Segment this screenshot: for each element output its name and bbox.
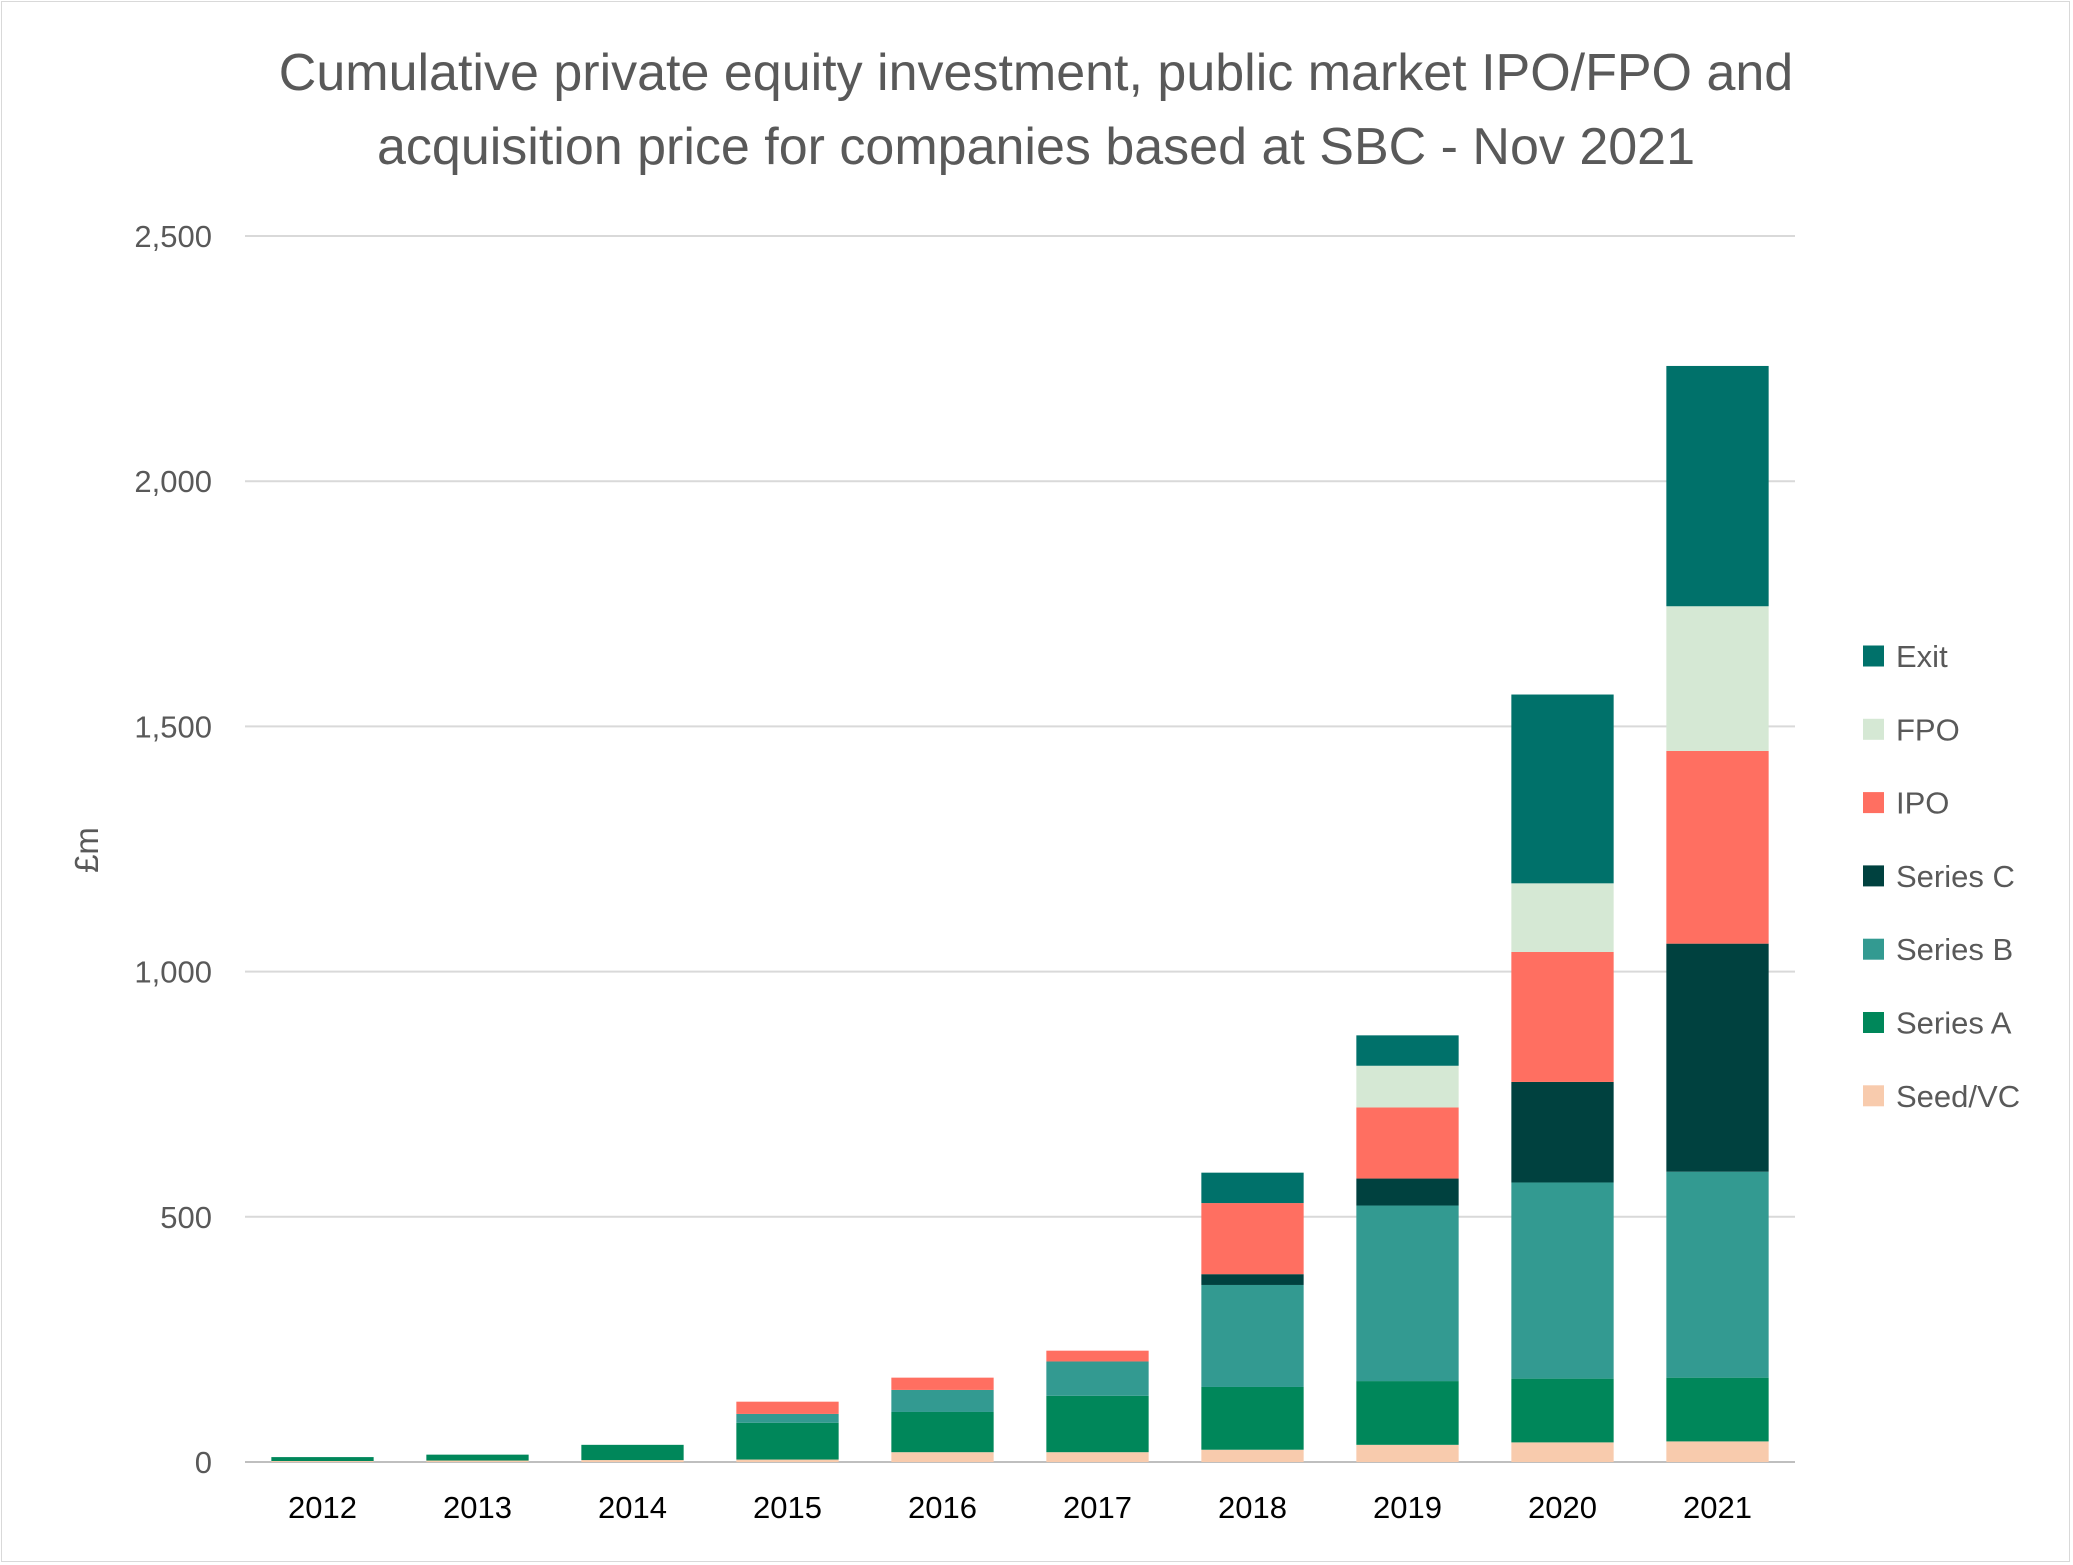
bar-2016-series-a (891, 1411, 994, 1453)
x-tick-label-2012: 2012 (288, 1490, 357, 1525)
legend-swatch-ipo (1863, 792, 1884, 814)
legend-label-seed-vc: Seed/VC (1896, 1079, 2020, 1114)
bar-2019-series-c (1356, 1178, 1459, 1206)
legend: Exit FPO IPO Series C Series B Series A Seed/V… (1863, 639, 2020, 1114)
legend-label-series-b: Series B (1896, 932, 2013, 967)
bar-2021-fpo (1666, 606, 1769, 751)
bar-2016-ipo (891, 1377, 994, 1390)
y-tick-label: 1,000 (134, 955, 212, 990)
bar-2021-series-a (1666, 1377, 1769, 1442)
bar-2021-ipo (1666, 750, 1769, 944)
chart-title-line-1: Cumulative private equity investment, pu… (279, 44, 1793, 102)
y-tick-label: 0 (195, 1445, 212, 1480)
bar-2013-seed-vc (426, 1460, 529, 1462)
bar-2020-series-a (1511, 1378, 1614, 1443)
bar-2019-series-a (1356, 1381, 1459, 1445)
legend-swatch-series-b (1863, 938, 1884, 960)
bar-2017-seed-vc (1046, 1452, 1149, 1462)
bar-2013-series-a (426, 1454, 529, 1461)
bar-2020-seed-vc (1511, 1442, 1614, 1462)
bar-2012-series-a (271, 1457, 374, 1462)
bar-2021-seed-vc (1666, 1441, 1769, 1462)
y-tick-label: 500 (160, 1200, 212, 1235)
legend-swatch-seed-vc (1863, 1085, 1884, 1107)
bar-2019-ipo (1356, 1107, 1459, 1179)
bar-2014-series-a (581, 1444, 684, 1461)
legend-label-fpo: FPO (1896, 712, 1960, 747)
bar-2018-exit (1201, 1172, 1304, 1204)
x-tick-label-2013: 2013 (443, 1490, 512, 1525)
bar-2019-seed-vc (1356, 1444, 1459, 1462)
x-tick-label-2017: 2017 (1063, 1490, 1132, 1525)
x-tick-label-2015: 2015 (753, 1490, 822, 1525)
bar-2020-series-c (1511, 1081, 1614, 1183)
legend-item-series-a: Series A (1863, 1006, 2012, 1041)
bar-2019-exit (1356, 1035, 1459, 1066)
bar-2015-ipo (736, 1401, 839, 1414)
legend-item-series-b: Series B (1863, 932, 2013, 967)
legend-swatch-series-a (1863, 1012, 1884, 1033)
bar-2017-series-a (1046, 1395, 1149, 1453)
bar-2021-series-b (1666, 1171, 1769, 1378)
bar-series (271, 365, 1769, 1462)
bar-2018-series-c (1201, 1274, 1304, 1285)
y-tick-label: 2,000 (134, 464, 212, 499)
x-tick-label-2020: 2020 (1528, 1490, 1597, 1525)
bar-2015-seed-vc (736, 1459, 839, 1462)
bar-2018-seed-vc (1201, 1449, 1304, 1462)
y-axis-ticks: 0 500 1,000 1,500 2,000 2,500 (134, 219, 212, 1480)
bar-2019-series-b (1356, 1205, 1459, 1382)
bar-2017-ipo (1046, 1350, 1149, 1362)
legend-item-series-c: Series C (1863, 859, 2015, 894)
legend-item-exit: Exit (1863, 639, 1948, 674)
bar-2020-exit (1511, 694, 1614, 884)
y-tick-label: 1,500 (134, 709, 212, 744)
x-axis-ticks: 2012 2013 2014 2015 2016 2017 2018 2019 2020 2021 (288, 1490, 1752, 1525)
bar-2021-series-c (1666, 943, 1769, 1172)
bar-2016-series-b (891, 1389, 994, 1412)
legend-label-exit: Exit (1896, 639, 1948, 674)
bar-2015-series-a (736, 1422, 839, 1460)
legend-item-fpo: FPO (1863, 712, 1960, 747)
legend-item-ipo: IPO (1863, 786, 1949, 821)
bar-2021-exit (1666, 365, 1769, 607)
legend-swatch-fpo (1863, 718, 1884, 740)
x-tick-label-2014: 2014 (598, 1490, 667, 1525)
x-tick-label-2016: 2016 (908, 1490, 977, 1525)
bar-2018-series-a (1201, 1386, 1304, 1450)
chart-title-line-2: acquisition price for companies based at… (377, 118, 1695, 176)
bar-2018-ipo (1201, 1203, 1304, 1275)
bar-2017-series-b (1046, 1361, 1149, 1396)
y-axis-label: £m (68, 827, 105, 873)
legend-label-series-c: Series C (1896, 859, 2015, 894)
bar-2020-series-b (1511, 1182, 1614, 1379)
legend-swatch-exit (1863, 645, 1884, 667)
bar-2020-ipo (1511, 951, 1614, 1082)
bar-2012-seed-vc (271, 1461, 374, 1462)
legend-label-series-a: Series A (1896, 1006, 2012, 1041)
legend-swatch-series-c (1863, 865, 1884, 887)
bar-2019-fpo (1356, 1065, 1459, 1108)
legend-label-ipo: IPO (1896, 786, 1949, 821)
bar-2015-series-b (736, 1413, 839, 1423)
x-tick-label-2019: 2019 (1373, 1490, 1442, 1525)
x-tick-label-2018: 2018 (1218, 1490, 1287, 1525)
bar-2014-seed-vc (581, 1460, 684, 1462)
bar-2018-series-b (1201, 1284, 1304, 1387)
bar-2016-seed-vc (891, 1452, 994, 1462)
bar-2020-fpo (1511, 883, 1614, 952)
y-tick-label: 2,500 (134, 219, 212, 254)
x-tick-label-2021: 2021 (1683, 1490, 1752, 1525)
legend-item-seed-vc: Seed/VC (1863, 1079, 2020, 1114)
